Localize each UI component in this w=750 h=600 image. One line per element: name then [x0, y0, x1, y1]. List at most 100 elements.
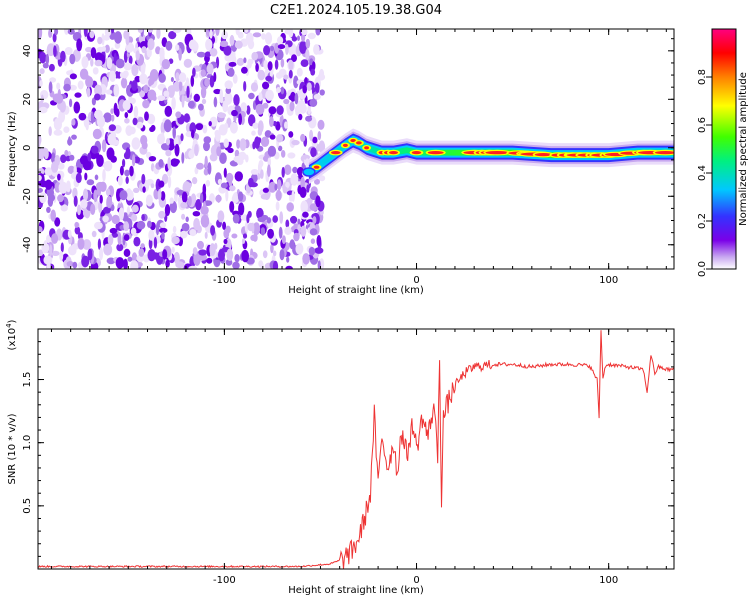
noise-blob: [128, 126, 136, 135]
noise-blob: [116, 188, 121, 202]
noise-blob: [109, 227, 118, 234]
noise-blob: [275, 72, 283, 79]
noise-blob: [181, 94, 185, 108]
noise-blob: [310, 147, 317, 158]
noise-blob: [111, 114, 115, 122]
noise-blob: [81, 255, 90, 268]
noise-blob: [79, 68, 89, 80]
noise-blob: [260, 169, 264, 180]
noise-blob: [163, 119, 172, 133]
colorbar-tick-label: 0.6: [697, 117, 708, 133]
noise-blob: [38, 148, 45, 161]
noise-blob: [130, 227, 137, 236]
noise-blob: [69, 73, 77, 80]
noise-blob: [119, 190, 128, 201]
noise-blob: [204, 51, 211, 58]
noise-blob: [170, 77, 174, 82]
noise-blob: [165, 138, 171, 146]
noise-blob: [50, 152, 56, 164]
noise-blob: [207, 162, 212, 175]
noise-blob: [269, 134, 276, 140]
spec-ytick-label: 20: [22, 93, 33, 106]
noise-blob: [257, 128, 263, 136]
noise-blob: [273, 250, 277, 257]
noise-blob: [252, 122, 259, 129]
noise-blob: [173, 251, 180, 265]
noise-blob: [234, 40, 243, 49]
noise-blob: [175, 72, 180, 82]
noise-blob: [213, 96, 218, 108]
ridge-hotspot: [411, 151, 422, 155]
noise-blob: [277, 36, 284, 45]
noise-blob: [204, 231, 208, 239]
noise-blob: [243, 81, 247, 92]
noise-blob: [119, 165, 124, 176]
noise-blob: [158, 159, 164, 168]
noise-blob: [133, 187, 140, 193]
noise-blob: [312, 136, 318, 144]
spec-ytick-label: 0: [22, 145, 33, 151]
noise-blob: [107, 133, 116, 146]
noise-blob: [168, 30, 177, 40]
noise-blob: [293, 223, 299, 230]
noise-blob: [155, 223, 160, 236]
noise-blob: [217, 210, 225, 223]
noise-blob: [111, 232, 118, 238]
noise-blob: [238, 151, 247, 161]
snr-ytick-label: 0.5: [22, 498, 33, 514]
noise-blob: [276, 105, 284, 116]
noise-blob: [148, 229, 155, 241]
noise-blob: [133, 236, 141, 247]
noise-blob: [74, 226, 81, 235]
noise-blob: [39, 180, 49, 188]
noise-blob: [58, 181, 68, 194]
noise-blob: [319, 68, 325, 79]
noise-blob: [141, 46, 147, 54]
noise-blob: [102, 169, 106, 182]
noise-blob: [301, 34, 306, 42]
noise-blob: [81, 56, 89, 69]
noise-blob: [251, 222, 255, 234]
noise-blob: [103, 160, 113, 172]
noise-blob: [64, 47, 73, 55]
noise-blob: [72, 261, 78, 269]
noise-blob: [215, 195, 222, 203]
noise-blob: [217, 112, 227, 119]
noise-blob: [267, 157, 272, 167]
noise-blob: [215, 29, 220, 36]
noise-blob: [241, 249, 249, 263]
noise-blob: [193, 93, 200, 102]
noise-blob: [165, 259, 170, 268]
noise-blob: [229, 34, 235, 46]
noise-blob: [298, 113, 303, 121]
noise-blob: [227, 67, 235, 77]
noise-blob: [48, 126, 52, 137]
noise-blob: [305, 48, 310, 61]
noise-blob: [73, 165, 77, 176]
noise-blob: [113, 84, 120, 97]
noise-blob: [276, 179, 282, 191]
noise-blob: [117, 175, 123, 186]
noise-blob: [315, 195, 321, 208]
noise-blob: [172, 126, 176, 139]
noise-blob: [128, 55, 133, 65]
noise-blob: [208, 121, 212, 127]
noise-blob: [191, 177, 198, 185]
noise-blob: [318, 175, 326, 182]
noise-blob: [288, 194, 294, 202]
noise-blob: [103, 243, 113, 256]
noise-blob: [244, 221, 249, 233]
noise-blob: [234, 149, 240, 158]
snr-panel: -100 0 100 0.5 1.0 1.5 Height of straight lin…: [5, 319, 675, 596]
noise-blob: [204, 77, 210, 87]
noise-blob: [116, 243, 124, 252]
noise-blob: [131, 137, 141, 150]
noise-blob: [63, 126, 70, 133]
noise-blob: [284, 121, 288, 129]
noise-blob: [141, 141, 148, 150]
noise-blob: [215, 131, 221, 142]
noise-blob: [250, 169, 259, 175]
noise-blob: [167, 85, 175, 98]
noise-blob: [189, 122, 197, 135]
noise-blob: [144, 111, 149, 121]
